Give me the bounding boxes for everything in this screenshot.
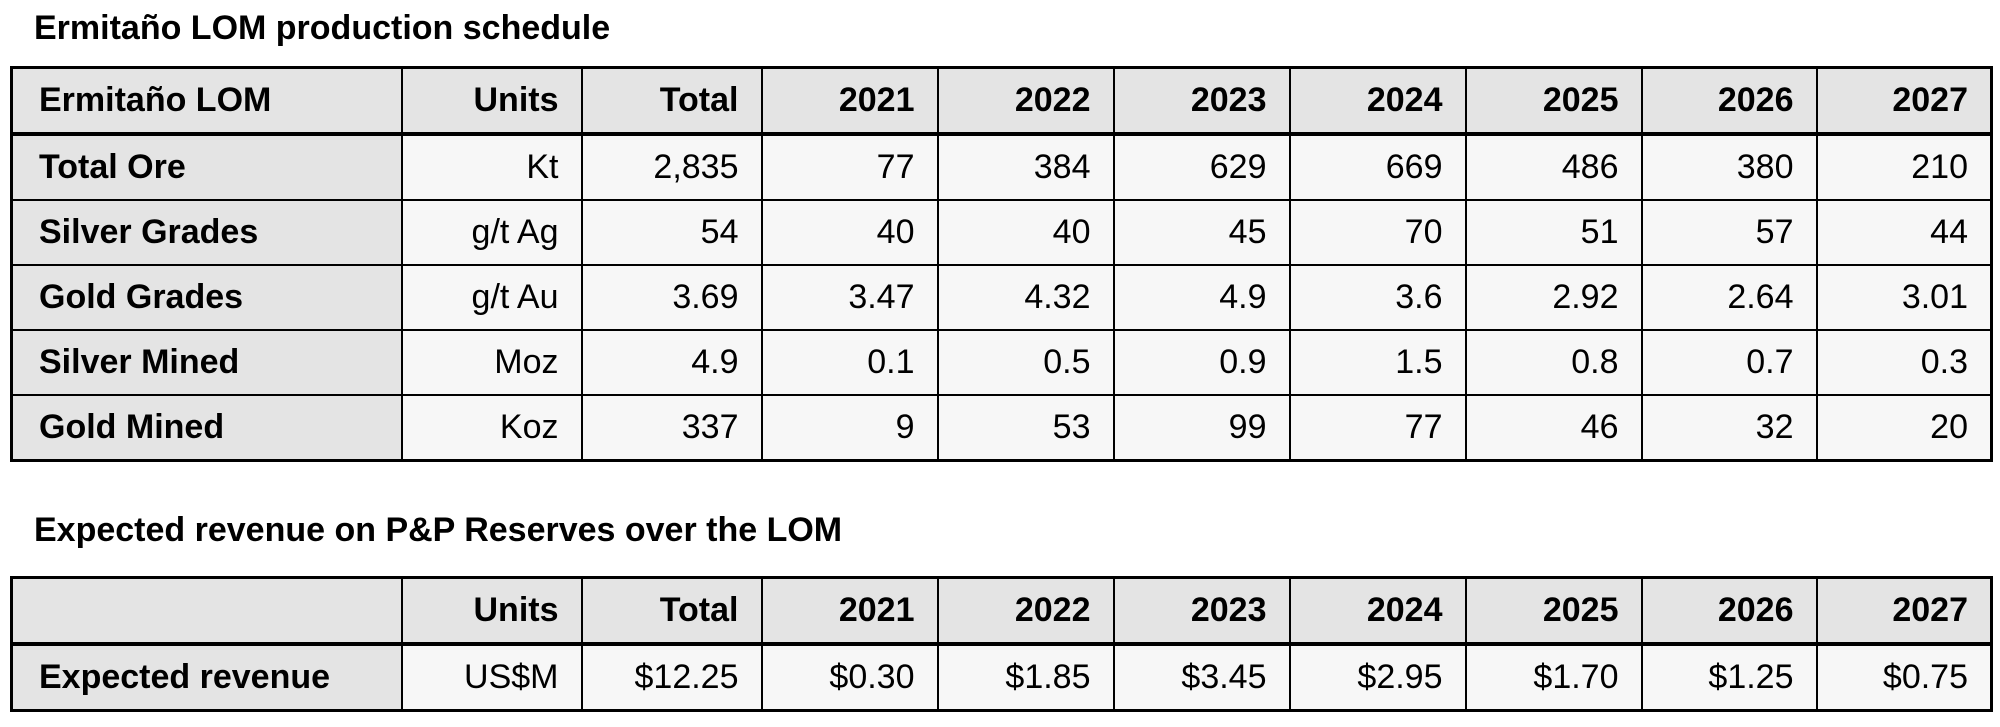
value-cell: 70 [1288, 199, 1467, 266]
header-cell: 2024 [1288, 66, 1467, 136]
value-cell: 629 [1112, 133, 1291, 201]
value-cell: 1.5 [1288, 329, 1467, 396]
value-cell: 3.6 [1288, 264, 1467, 331]
row-label-cell: Expected revenue [10, 643, 403, 712]
value-cell: 2.64 [1640, 264, 1818, 331]
header-cell: Units [400, 66, 583, 136]
value-cell: 45 [1112, 199, 1291, 266]
value-cell: 20 [1815, 394, 1993, 462]
header-label-cell [10, 576, 403, 646]
value-cell: 77 [1288, 394, 1467, 462]
header-cell: 2023 [1112, 66, 1291, 136]
header-cell: 2022 [936, 66, 1115, 136]
value-cell: $12.25 [580, 643, 763, 712]
header-label-cell: Ermitaño LOM [10, 66, 403, 136]
value-cell: $0.75 [1815, 643, 1993, 712]
production-schedule-table: Ermitaño LOM Units Total 2021 2022 2023 2024 20… [10, 66, 1993, 462]
header-cell: 2022 [936, 576, 1115, 646]
value-cell: 77 [760, 133, 939, 201]
value-cell: 0.3 [1815, 329, 1993, 396]
table-row: Total Ore Kt 2,835 77 384 629 669 486 380 210 [10, 133, 1993, 201]
units-cell: US$M [400, 643, 583, 712]
header-cell: 2025 [1464, 576, 1643, 646]
header-cell: Units [400, 576, 583, 646]
header-cell: 2021 [760, 66, 939, 136]
value-cell: 0.8 [1464, 329, 1643, 396]
header-cell: 2027 [1815, 66, 1993, 136]
value-cell: 32 [1640, 394, 1818, 462]
header-cell: 2021 [760, 576, 939, 646]
value-cell: 486 [1464, 133, 1643, 201]
value-cell: 3.01 [1815, 264, 1993, 331]
value-cell: 0.7 [1640, 329, 1818, 396]
header-row: Units Total 2021 2022 2023 2024 2025 2026 2027 [10, 576, 1993, 646]
value-cell: 4.9 [1112, 264, 1291, 331]
value-cell: $1.70 [1464, 643, 1643, 712]
header-cell: Total [580, 576, 763, 646]
value-cell: 3.69 [580, 264, 763, 331]
value-cell: 0.1 [760, 329, 939, 396]
value-cell: 54 [580, 199, 763, 266]
value-cell: 0.5 [936, 329, 1115, 396]
row-label-cell: Gold Mined [10, 394, 403, 462]
value-cell: 210 [1815, 133, 1993, 201]
value-cell: 4.32 [936, 264, 1115, 331]
value-cell: 57 [1640, 199, 1818, 266]
units-cell: Moz [400, 329, 583, 396]
value-cell: 2,835 [580, 133, 763, 201]
value-cell: 51 [1464, 199, 1643, 266]
value-cell: 44 [1815, 199, 1993, 266]
table-row: Silver Grades g/t Ag 54 40 40 45 70 51 57 44 [10, 199, 1993, 266]
row-label-cell: Silver Grades [10, 199, 403, 266]
expected-revenue-title: Expected revenue on P&P Reserves over th… [34, 511, 843, 549]
row-label-cell: Gold Grades [10, 264, 403, 331]
value-cell: 9 [760, 394, 939, 462]
value-cell: 669 [1288, 133, 1467, 201]
header-cell: 2024 [1288, 576, 1467, 646]
value-cell: 53 [936, 394, 1115, 462]
value-cell: 337 [580, 394, 763, 462]
header-cell: 2023 [1112, 576, 1291, 646]
value-cell: $1.25 [1640, 643, 1818, 712]
header-cell: 2027 [1815, 576, 1993, 646]
value-cell: 40 [760, 199, 939, 266]
header-cell: 2026 [1640, 576, 1818, 646]
value-cell: 2.92 [1464, 264, 1643, 331]
value-cell: 4.9 [580, 329, 763, 396]
header-cell: 2026 [1640, 66, 1818, 136]
value-cell: 384 [936, 133, 1115, 201]
value-cell: 0.9 [1112, 329, 1291, 396]
value-cell: $0.30 [760, 643, 939, 712]
units-cell: Kt [400, 133, 583, 201]
row-label-cell: Silver Mined [10, 329, 403, 396]
row-label-cell: Total Ore [10, 133, 403, 201]
value-cell: 99 [1112, 394, 1291, 462]
expected-revenue-table: Units Total 2021 2022 2023 2024 2025 2026 2027 Ex… [10, 576, 1993, 712]
value-cell: 46 [1464, 394, 1643, 462]
production-schedule-title: Ermitaño LOM production schedule [34, 9, 611, 47]
value-cell: $3.45 [1112, 643, 1291, 712]
value-cell: 3.47 [760, 264, 939, 331]
page: Ermitaño LOM production schedule Ermitañ… [10, 9, 1993, 712]
units-cell: g/t Au [400, 264, 583, 331]
value-cell: $2.95 [1288, 643, 1467, 712]
value-cell: 380 [1640, 133, 1818, 201]
value-cell: 40 [936, 199, 1115, 266]
value-cell: $1.85 [936, 643, 1115, 712]
table-row: Gold Mined Koz 337 9 53 99 77 46 32 20 [10, 394, 1993, 462]
table-row: Expected revenue US$M $12.25 $0.30 $1.85 $3.4… [10, 643, 1993, 712]
table-row: Silver Mined Moz 4.9 0.1 0.5 0.9 1.5 0.8 0.7 0.3 [10, 329, 1993, 396]
units-cell: Koz [400, 394, 583, 462]
header-cell: Total [580, 66, 763, 136]
table-row: Gold Grades g/t Au 3.69 3.47 4.32 4.9 3.6 2.92 2… [10, 264, 1993, 331]
header-cell: 2025 [1464, 66, 1643, 136]
units-cell: g/t Ag [400, 199, 583, 266]
header-row: Ermitaño LOM Units Total 2021 2022 2023 2024 20… [10, 66, 1993, 136]
